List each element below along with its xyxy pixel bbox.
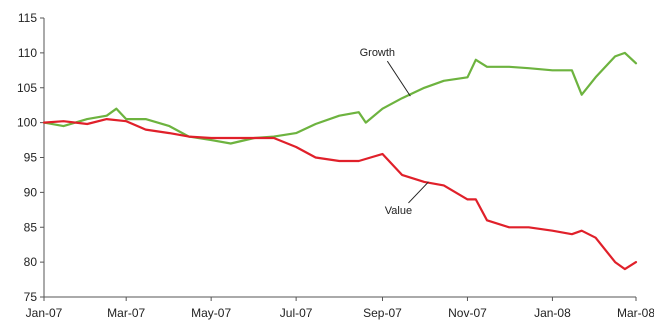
x-tick-label: Jan-08 [534, 306, 571, 320]
series-layer [42, 51, 638, 271]
x-tick-label: Jul-07 [280, 306, 313, 320]
x-tick-label: Mar-08 [617, 306, 654, 320]
axes: 75 80 85 90 95 100 105 110 115 Jan-07 Mar-07 May-07… [17, 11, 654, 320]
y-tick-label: 95 [24, 151, 38, 165]
x-tick-label: Sep-07 [363, 306, 402, 320]
y-tick-label: 100 [17, 116, 37, 130]
x-tick-label: May-07 [191, 306, 231, 320]
annotation-label-value: Value [385, 205, 412, 217]
annotation-leader-line [386, 60, 411, 97]
y-tick-label: 90 [24, 185, 38, 199]
y-tick-label: 105 [17, 81, 37, 95]
annotation-leader-line [408, 181, 429, 204]
y-tick-label: 85 [24, 220, 38, 234]
y-tick-label: 75 [24, 290, 38, 304]
y-tick-label: 115 [18, 11, 37, 25]
x-tick-label: Nov-07 [448, 306, 487, 320]
series-line-value [42, 117, 638, 271]
x-tick-label: Jan-07 [26, 306, 63, 320]
y-tick-label: 110 [18, 46, 37, 60]
annotation-layer: Growth Value [360, 47, 429, 217]
y-tick-label: 80 [24, 255, 38, 269]
annotation-label-growth: Growth [360, 47, 395, 59]
series-line-growth [42, 51, 638, 145]
x-tick-label: Mar-07 [107, 306, 145, 320]
